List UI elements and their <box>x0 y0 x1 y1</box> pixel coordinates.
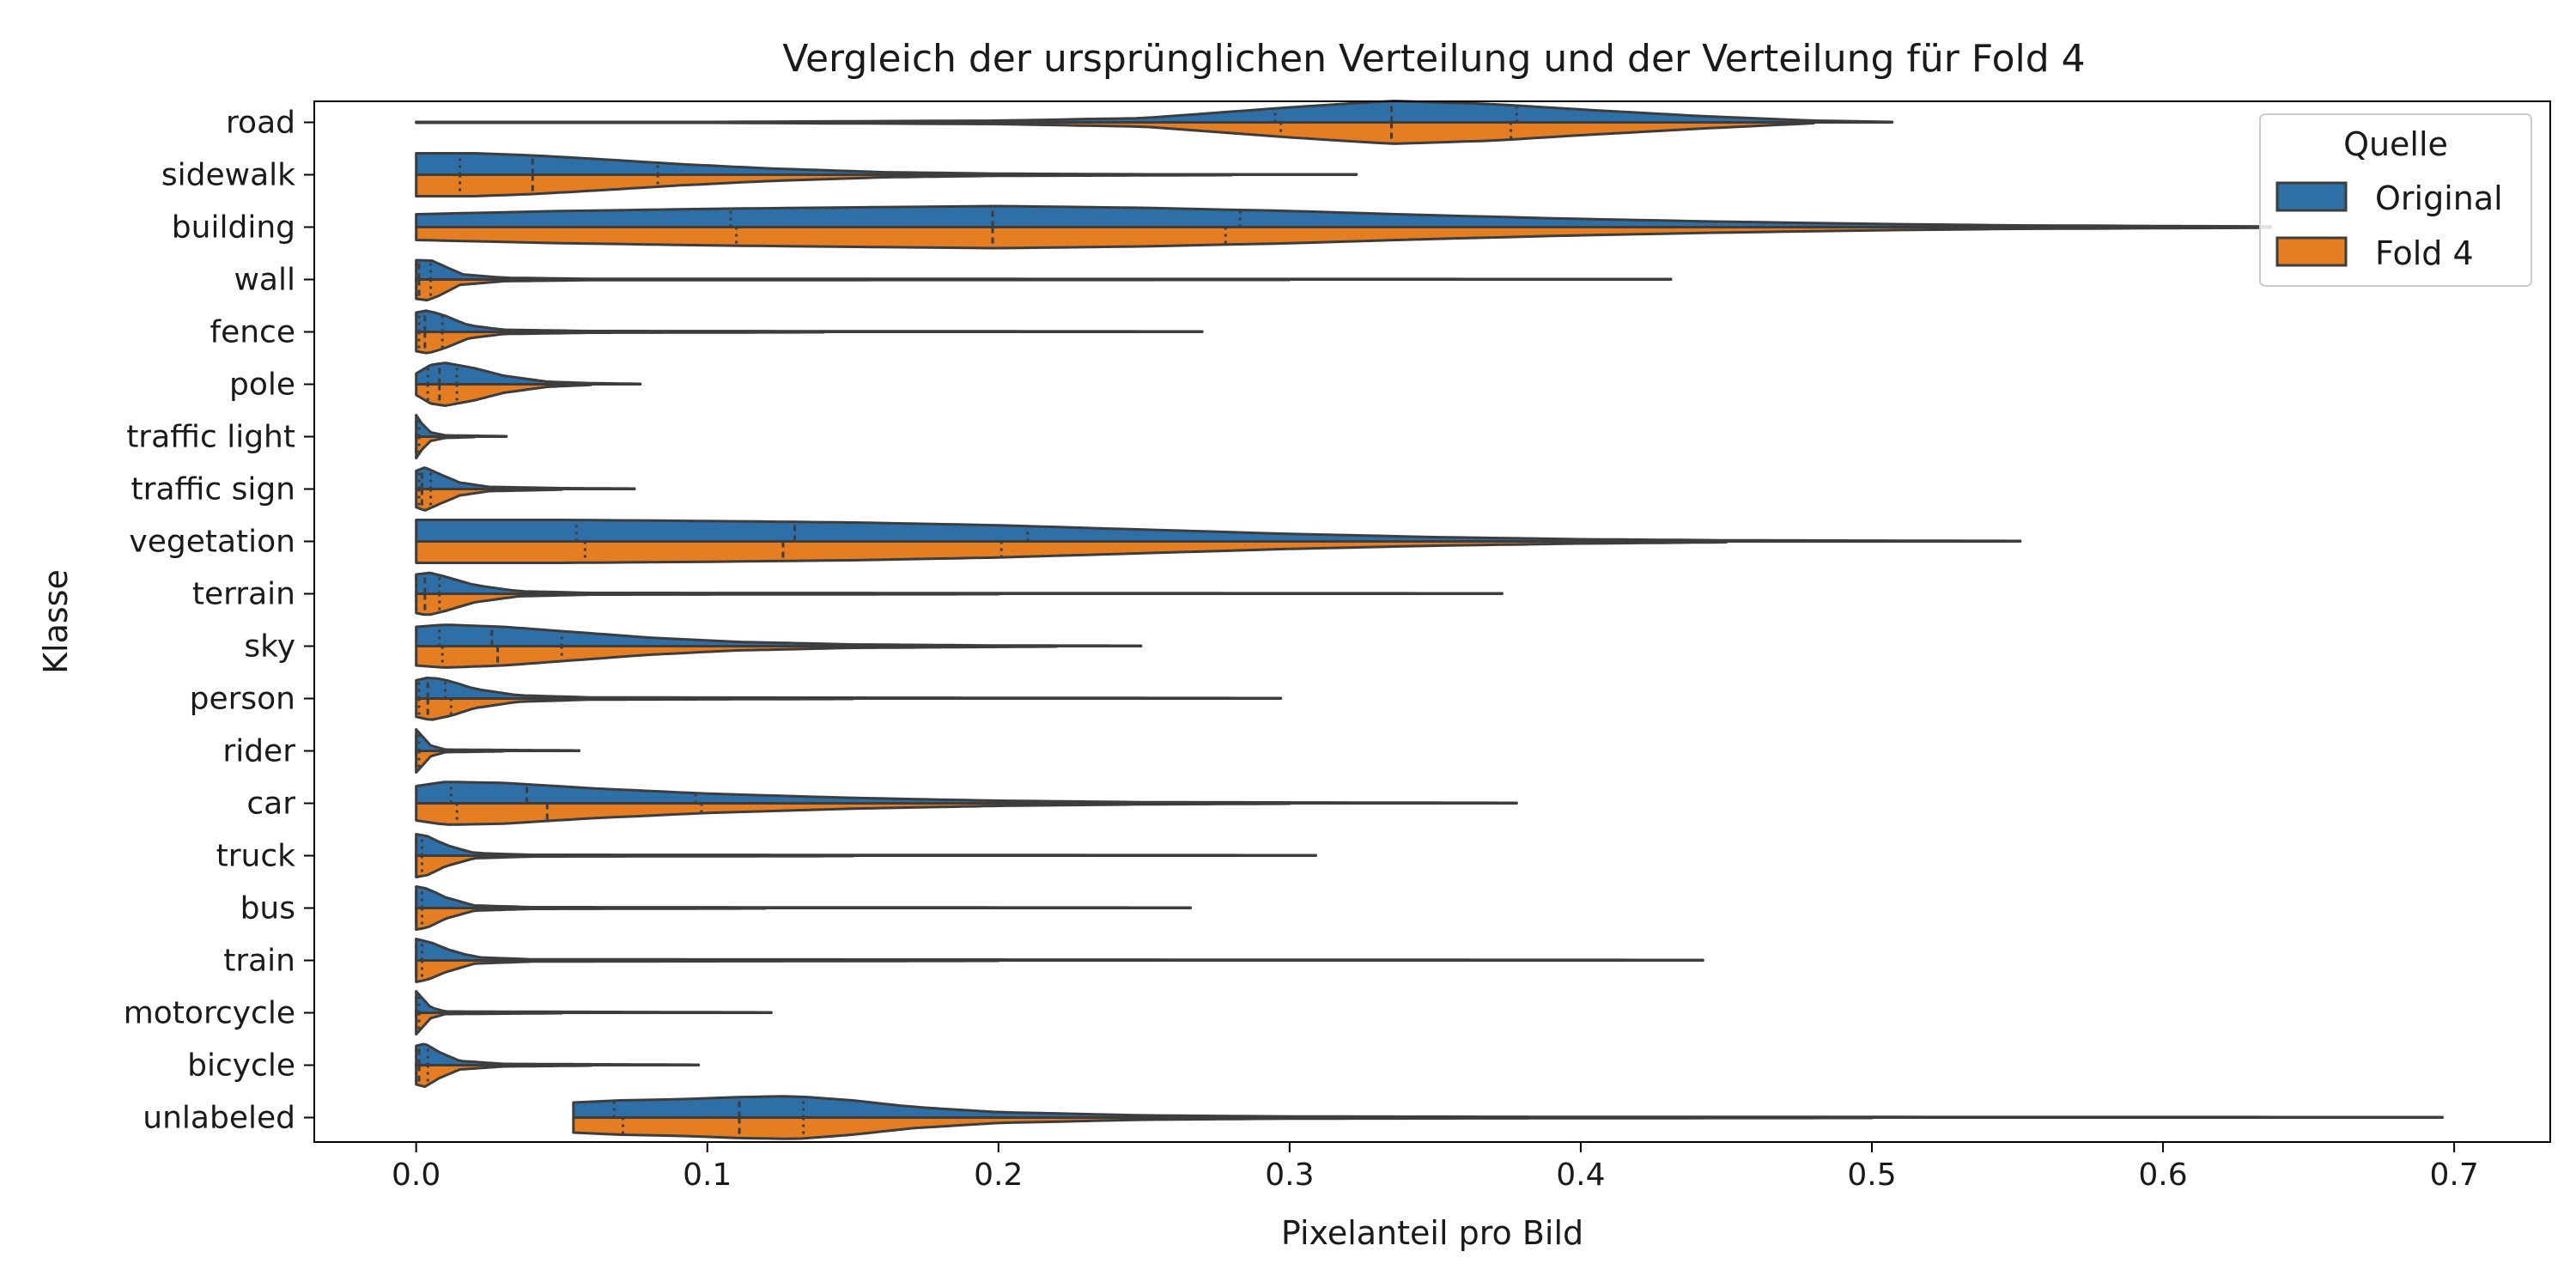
legend-label-original: Original <box>2375 179 2503 217</box>
violin-half <box>415 466 636 490</box>
y-tick-label: rider <box>222 734 295 769</box>
y-tick-label: traffic sign <box>131 472 295 507</box>
violin-half <box>415 488 563 512</box>
violin-half <box>572 1116 1874 1140</box>
legend-swatch-fold-4 <box>2275 236 2348 267</box>
x-tick-label: 0.4 <box>1556 1157 1605 1193</box>
violin-terrain-fold-4 <box>415 592 1000 617</box>
x-tick-label: 0.7 <box>2429 1157 2478 1193</box>
violin-half <box>415 173 1233 197</box>
violin-half <box>415 331 825 355</box>
y-tick-label: train <box>223 944 295 979</box>
x-axis-label: Pixelanteil pro Bild <box>1281 1214 1583 1252</box>
violins-layer <box>415 100 2444 1140</box>
violin-half <box>415 278 1291 302</box>
violin-half <box>415 697 854 721</box>
violin-truck-fold-4 <box>415 854 854 878</box>
violin-car-fold-4 <box>415 802 1291 826</box>
violin-building-original <box>415 204 2272 228</box>
y-tick-label: car <box>246 787 295 822</box>
violin-half <box>415 121 1815 145</box>
violin-half <box>415 959 1000 983</box>
y-tick-label: traffic light <box>126 420 295 455</box>
legend-title: Quelle <box>2343 125 2448 163</box>
violin-person-original <box>415 677 1283 700</box>
y-tick-label: wall <box>234 263 295 298</box>
x-tick-label: 0.1 <box>683 1157 732 1193</box>
x-tick-label: 0.6 <box>2138 1157 2187 1193</box>
violin-half <box>415 592 1000 617</box>
violin-vegetation-fold-4 <box>415 540 1728 564</box>
y-tick-label: bicycle <box>187 1048 295 1084</box>
y-tick-label: terrain <box>192 577 295 612</box>
x-tick-label: 0.2 <box>974 1157 1023 1193</box>
violin-half <box>415 854 854 878</box>
violin-road-fold-4 <box>415 121 1815 145</box>
violin-half <box>415 750 505 774</box>
violin-half <box>415 226 2272 250</box>
violin-bus-fold-4 <box>415 907 767 931</box>
y-tick-label: road <box>226 106 295 141</box>
y-tick-label: vegetation <box>129 525 295 560</box>
y-axis: road sidewalk building wall fence pole traffic… <box>124 106 314 1136</box>
y-tick-label: sky <box>244 629 295 665</box>
y-tick-label: person <box>190 682 295 717</box>
x-tick-label: 0.0 <box>392 1157 440 1193</box>
violin-pole-fold-4 <box>415 383 592 407</box>
violin-half <box>415 781 1518 805</box>
violin-half <box>415 1064 592 1088</box>
y-tick-label: building <box>172 210 295 246</box>
legend-swatch-original <box>2275 181 2348 212</box>
violin-building-fold-4 <box>415 226 2272 250</box>
violin-sidewalk-fold-4 <box>415 173 1233 197</box>
plot-frame <box>313 100 2551 1143</box>
y-axis-label: Klasse <box>37 569 75 674</box>
y-tick-label: fence <box>210 315 295 350</box>
violin-half <box>415 802 1291 826</box>
violin-rider-fold-4 <box>415 750 505 774</box>
x-axis: 0.0 0.1 0.2 0.3 0.4 0.5 0.6 0.7 <box>392 1142 2479 1193</box>
violin-person-fold-4 <box>415 697 854 721</box>
legend-label-fold-4: Fold 4 <box>2375 234 2474 272</box>
violin-half <box>415 907 767 931</box>
violin-traffic-light-fold-4 <box>415 435 476 459</box>
violin-traffic-sign-original <box>415 466 636 490</box>
violin-half <box>415 361 642 386</box>
violin-sky-fold-4 <box>415 645 1059 669</box>
x-tick-label: 0.5 <box>1847 1157 1896 1193</box>
violin-pole-original <box>415 361 642 386</box>
violin-fence-fold-4 <box>415 331 825 355</box>
y-tick-label: sidewalk <box>161 158 295 193</box>
legend: Quelle Original Fold 4 <box>2259 113 2532 287</box>
violin-car-original <box>415 781 1518 805</box>
violin-half <box>415 677 1283 700</box>
violin-half <box>415 540 1728 564</box>
y-tick-label: unlabeled <box>143 1101 295 1136</box>
violin-train-fold-4 <box>415 959 1000 983</box>
violin-half <box>415 1012 563 1036</box>
chart-title: Vergleich der ursprünglichen Verteilung … <box>782 37 2085 81</box>
violin-half <box>415 383 592 407</box>
violin-vegetation-original <box>415 519 2022 543</box>
violin-half <box>415 519 2022 543</box>
x-tick-label: 0.3 <box>1265 1157 1314 1193</box>
violin-half <box>415 204 2272 228</box>
y-tick-label: pole <box>229 368 295 403</box>
violin-half <box>415 645 1059 669</box>
y-tick-label: motorcycle <box>124 996 295 1031</box>
y-tick-label: bus <box>240 891 295 927</box>
violin-traffic-sign-fold-4 <box>415 488 563 512</box>
violin-unlabeled-fold-4 <box>572 1116 1874 1140</box>
violin-half <box>415 435 476 459</box>
violin-bicycle-fold-4 <box>415 1064 592 1088</box>
y-tick-label: truck <box>216 839 296 874</box>
violin-motorcycle-fold-4 <box>415 1012 563 1036</box>
violin-wall-fold-4 <box>415 278 1291 302</box>
